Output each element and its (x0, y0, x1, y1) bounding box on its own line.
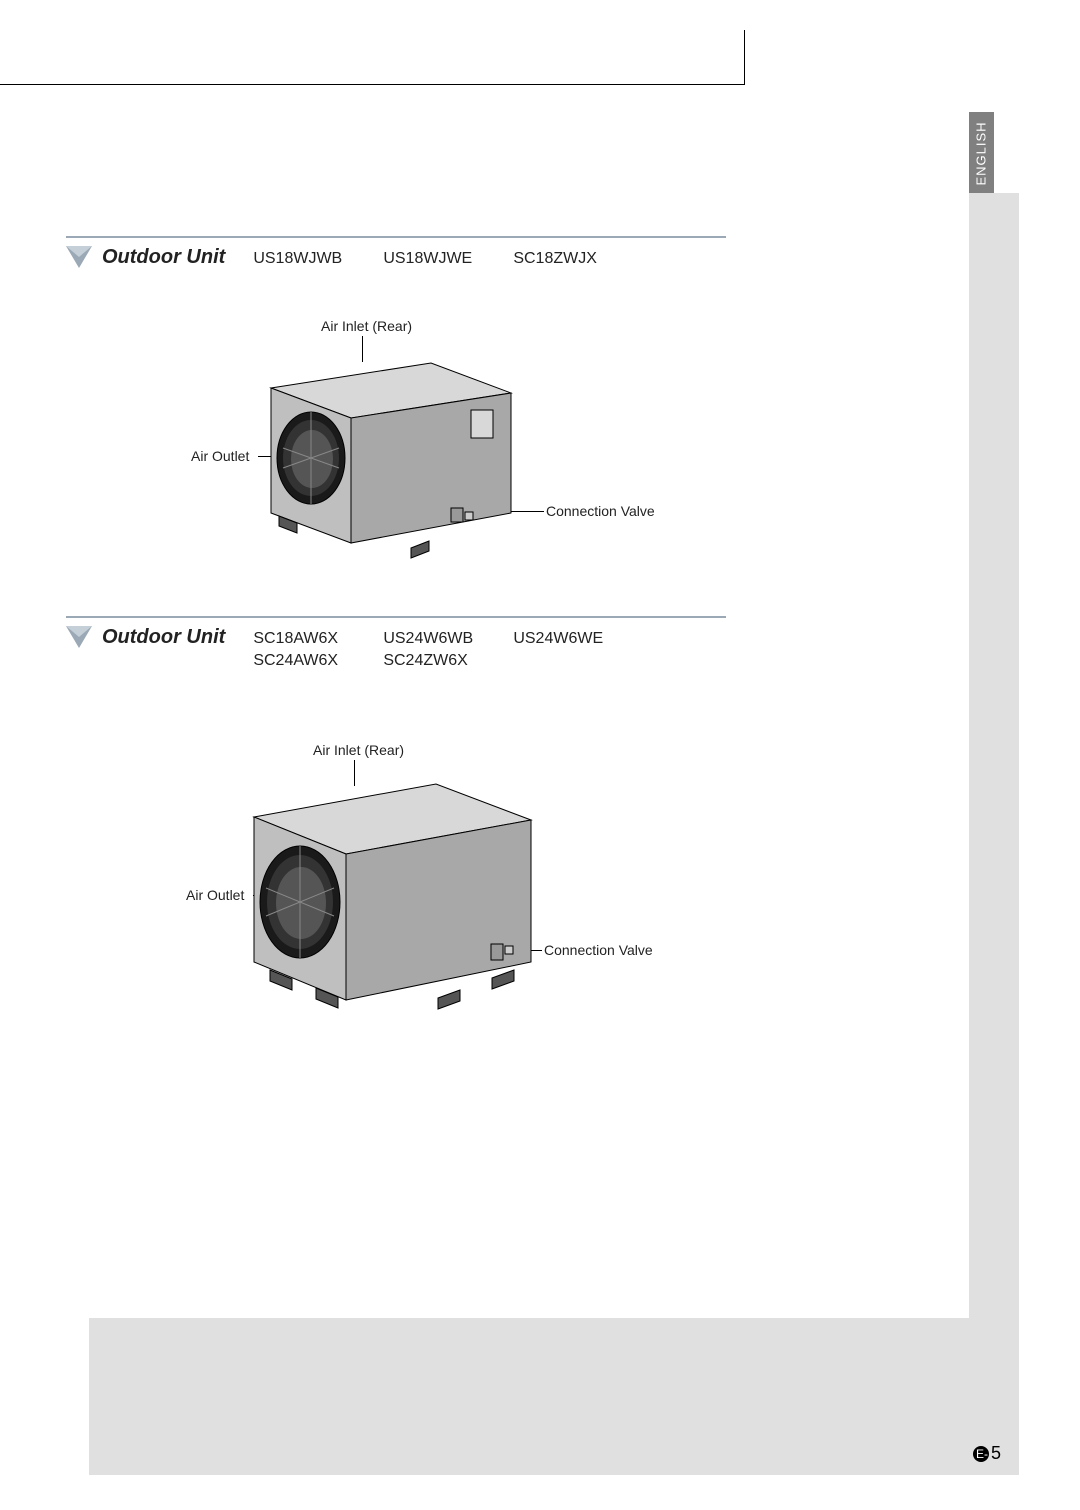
diagram-2: Air Inlet (Rear) Air Outlet Connection V… (66, 680, 726, 1050)
bottom-gray-bar (89, 1318, 1019, 1475)
outdoor-unit-illustration (261, 348, 521, 573)
model: SC18ZWJX (513, 248, 633, 270)
page-number-value: 5 (991, 1443, 1001, 1464)
label-connection-valve: Connection Valve (546, 503, 655, 519)
triangle-icon (66, 246, 92, 268)
triangle-icon (66, 626, 92, 648)
page-number: E- 5 (973, 1443, 1001, 1464)
model: SC18AW6X (253, 628, 373, 650)
label-air-inlet: Air Inlet (Rear) (313, 742, 404, 758)
section-title: Outdoor Unit (102, 246, 225, 269)
model: US18WJWB (253, 248, 373, 270)
language-tab-text: ENGLISH (974, 121, 989, 185)
model: SC24ZW6X (383, 650, 503, 672)
diagram-1: Air Inlet (Rear) Air Outlet Connection V… (66, 278, 726, 598)
top-border (0, 30, 745, 85)
model-list: US18WJWB US18WJWE SC18ZWJX (253, 248, 633, 270)
section-header: Outdoor Unit US18WJWB US18WJWE SC18ZWJX (66, 236, 726, 270)
model: US24W6WE (513, 628, 633, 650)
section-header: Outdoor Unit SC18AW6X US24W6WB US24W6WE … (66, 616, 726, 672)
model: US24W6WB (383, 628, 503, 650)
right-gray-column (969, 193, 1019, 1318)
language-tab: ENGLISH (969, 112, 994, 194)
model: SC24AW6X (253, 650, 373, 672)
label-connection-valve: Connection Valve (544, 942, 653, 958)
model-list: SC18AW6X US24W6WB US24W6WE SC24AW6X SC24… (253, 628, 633, 672)
section-outdoor-unit-2: Outdoor Unit SC18AW6X US24W6WB US24W6WE … (66, 616, 726, 1050)
label-air-outlet: Air Outlet (186, 887, 244, 903)
section-outdoor-unit-1: Outdoor Unit US18WJWB US18WJWE SC18ZWJX … (66, 236, 726, 598)
label-air-outlet: Air Outlet (191, 448, 249, 464)
outdoor-unit-illustration (246, 772, 546, 1027)
model: US18WJWE (383, 248, 503, 270)
section-title: Outdoor Unit (102, 626, 225, 649)
page-prefix: E- (976, 1447, 988, 1461)
label-air-inlet: Air Inlet (Rear) (321, 318, 412, 334)
